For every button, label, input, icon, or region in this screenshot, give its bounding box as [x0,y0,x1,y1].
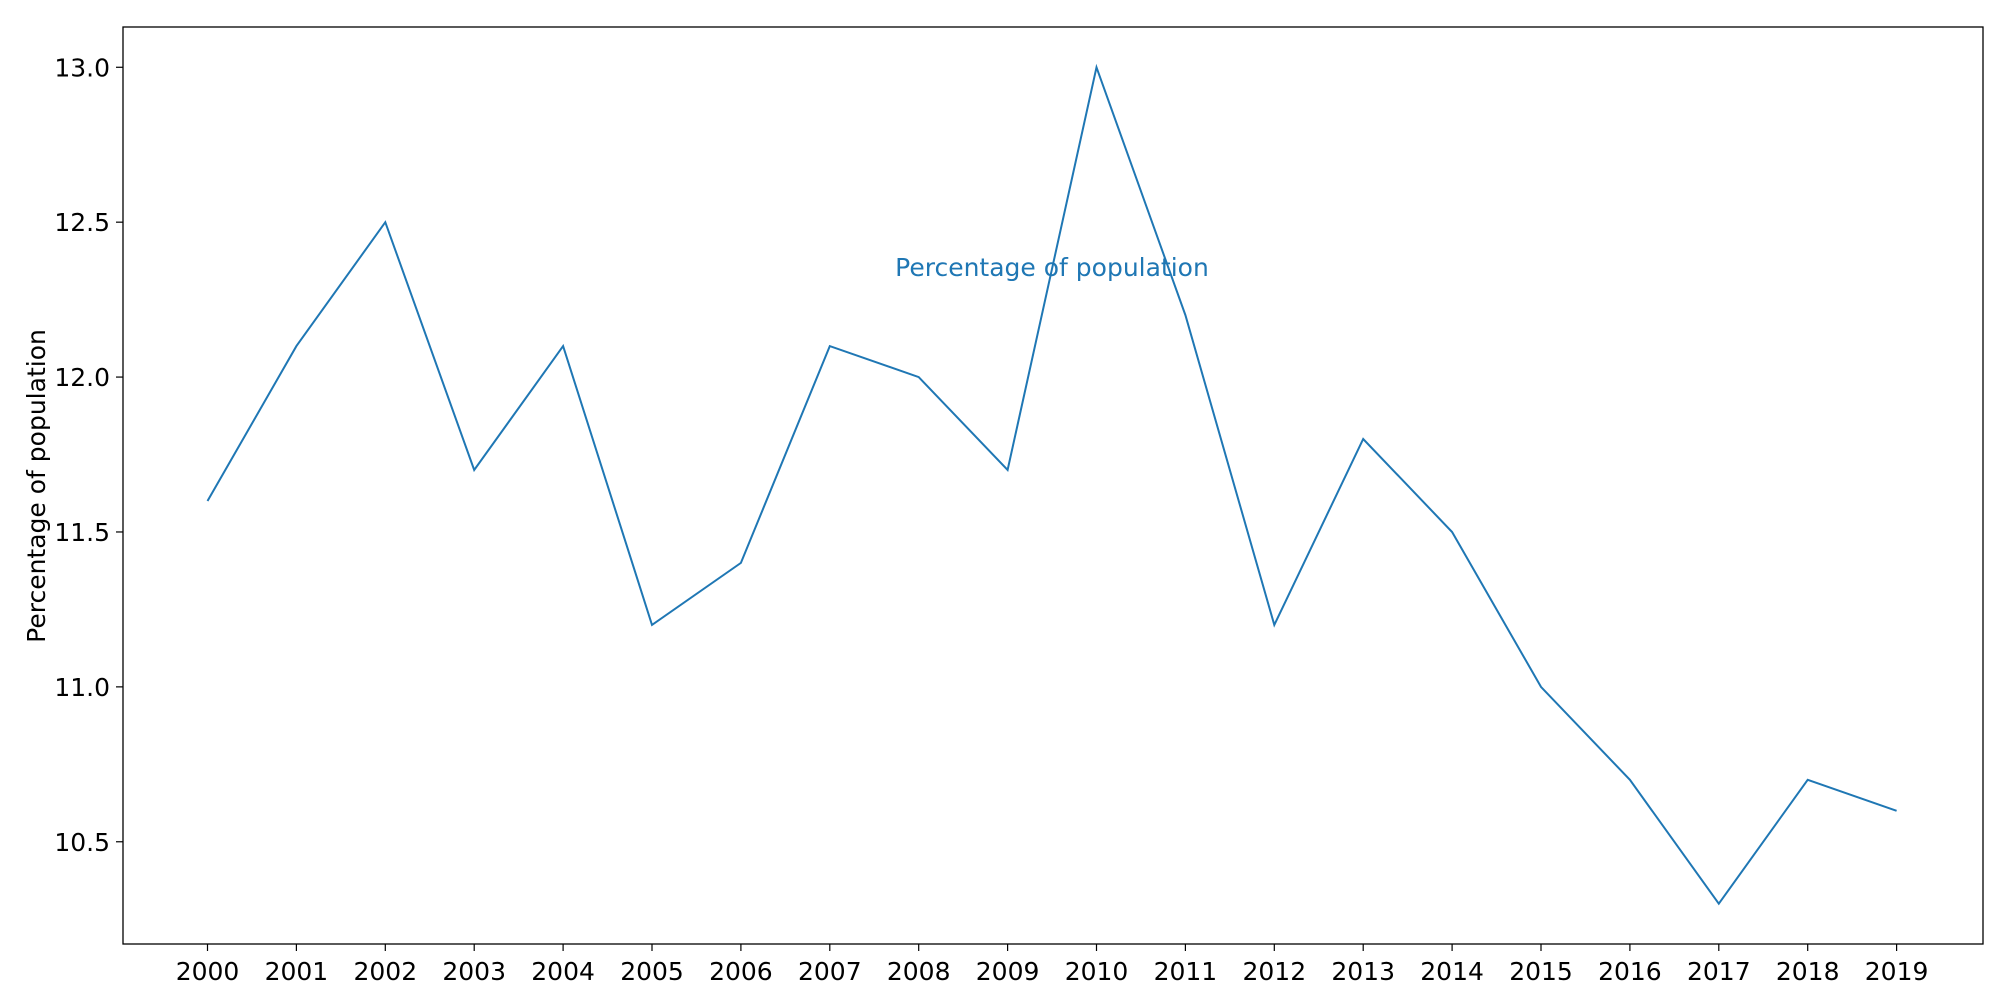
plot-frame [122,26,1984,945]
y-tick-label: 11.0 [54,673,110,702]
x-tick-label: 2002 [353,957,417,986]
y-tick-label: 12.5 [54,208,110,237]
y-tick-label: 10.5 [54,828,110,857]
annotation-label: Percentage of population [895,253,1209,282]
x-tick-label: 2016 [1598,957,1662,986]
x-tick-label: 2009 [976,957,1040,986]
x-tick-label: 2007 [798,957,862,986]
y-tick-label: 11.5 [54,518,110,547]
x-tick-label: 2015 [1509,957,1573,986]
x-tick-label: 2018 [1776,957,1840,986]
x-tick-label: 2003 [442,957,506,986]
x-tick-label: 2000 [176,957,240,986]
x-tick-label: 2012 [1242,957,1306,986]
y-tick-label: 13.0 [54,53,110,82]
x-tick-label: 2004 [531,957,595,986]
x-tick-label: 2014 [1420,957,1484,986]
y-axis-label: Percentage of population [22,329,51,643]
x-tick-label: 2019 [1865,957,1929,986]
x-tick-label: 2013 [1331,957,1395,986]
x-tick-label: 2011 [1154,957,1218,986]
x-axis: 2000 2001 2002 2003 2004 2005 2006 2007 2008 2009… [176,944,1929,986]
y-axis: 10.5 11.0 11.5 12.0 12.5 13.0 [54,53,123,857]
x-tick-label: 2008 [887,957,951,986]
series-line [206,63,1897,906]
x-tick-label: 2010 [1065,957,1129,986]
x-tick-label: 2006 [709,957,773,986]
x-tick-label: 2017 [1687,957,1751,986]
x-tick-label: 2001 [265,957,329,986]
y-tick-label: 12.0 [54,363,110,392]
x-tick-label: 2005 [620,957,684,986]
